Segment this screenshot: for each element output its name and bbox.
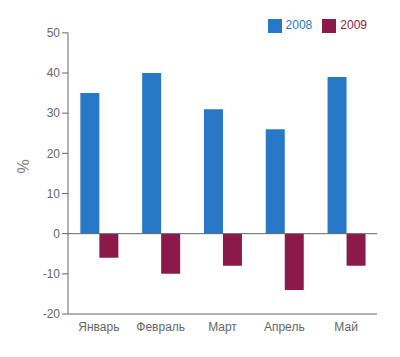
svg-text:40: 40 bbox=[47, 66, 61, 80]
svg-text:Май: Май bbox=[334, 320, 358, 334]
svg-text:20: 20 bbox=[47, 147, 61, 161]
svg-text:50: 50 bbox=[47, 26, 61, 40]
svg-text:Апрель: Апрель bbox=[264, 320, 305, 334]
html-text:2008: 2008 bbox=[285, 18, 313, 32]
svg-text:0: 0 bbox=[53, 227, 60, 241]
svg-text:Февраль: Февраль bbox=[136, 320, 185, 334]
svg-text:Январь: Январь bbox=[78, 320, 119, 334]
svg-text:Март: Март bbox=[208, 320, 237, 334]
svg-text:30: 30 bbox=[47, 106, 61, 120]
svg-text:-20: -20 bbox=[43, 307, 61, 321]
svg-text:-10: -10 bbox=[43, 267, 61, 281]
svg-text:%: % bbox=[15, 159, 32, 173]
svg-text:10: 10 bbox=[47, 187, 61, 201]
html-text:2009: 2009 bbox=[340, 18, 367, 32]
